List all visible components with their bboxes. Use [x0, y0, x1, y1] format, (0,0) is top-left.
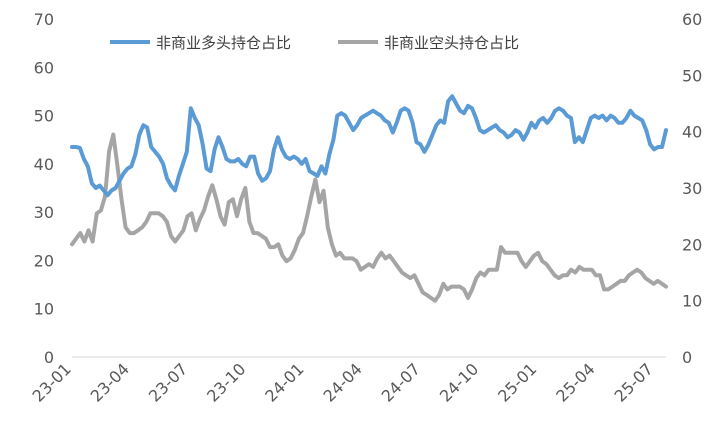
- right-tick-label: 50: [682, 66, 702, 85]
- series-line-long: [70, 94, 668, 198]
- right-tick-label: 10: [682, 292, 702, 311]
- x-axis-ticks: 23-01 23-04 23-07 23-10 24-01 24-04 24-07 24-10…: [29, 359, 657, 405]
- x-tick-label: 23-10: [203, 359, 249, 405]
- left-tick-label: 0: [44, 348, 54, 367]
- x-tick-label: 24-10: [436, 359, 482, 405]
- right-tick-label: 40: [682, 123, 702, 142]
- right-tick-label: 60: [682, 10, 702, 29]
- x-tick-label: 23-07: [145, 359, 191, 405]
- x-tick-label: 25-04: [552, 359, 598, 405]
- left-tick-label: 50: [34, 107, 54, 126]
- legend: 非商业多头持仓占比 非商业空头持仓占比: [110, 34, 519, 52]
- right-tick-label: 20: [682, 235, 702, 254]
- left-tick-label: 10: [34, 300, 54, 319]
- right-tick-label: 30: [682, 179, 702, 198]
- left-axis-ticks: 0 10 20 30 40 50 60 70: [34, 10, 54, 367]
- x-tick-label: 25-01: [494, 359, 540, 405]
- right-axis-ticks: 0 10 20 30 40 50 60: [682, 10, 702, 367]
- series-lines: [70, 94, 668, 303]
- left-tick-label: 30: [34, 203, 54, 222]
- legend-label-long: 非商业多头持仓占比: [156, 34, 291, 52]
- x-tick-label: 24-04: [320, 359, 366, 405]
- left-tick-label: 20: [34, 251, 54, 270]
- x-tick-label: 24-01: [261, 359, 307, 405]
- right-tick-label: 0: [682, 348, 692, 367]
- x-tick-label: 25-07: [611, 359, 657, 405]
- series-line-short: [70, 132, 668, 303]
- x-tick-label: 24-07: [378, 359, 424, 405]
- left-tick-label: 70: [34, 10, 54, 29]
- x-tick-label: 23-04: [87, 359, 133, 405]
- left-tick-label: 60: [34, 58, 54, 77]
- legend-label-short: 非商业空头持仓占比: [384, 34, 519, 52]
- left-tick-label: 40: [34, 155, 54, 174]
